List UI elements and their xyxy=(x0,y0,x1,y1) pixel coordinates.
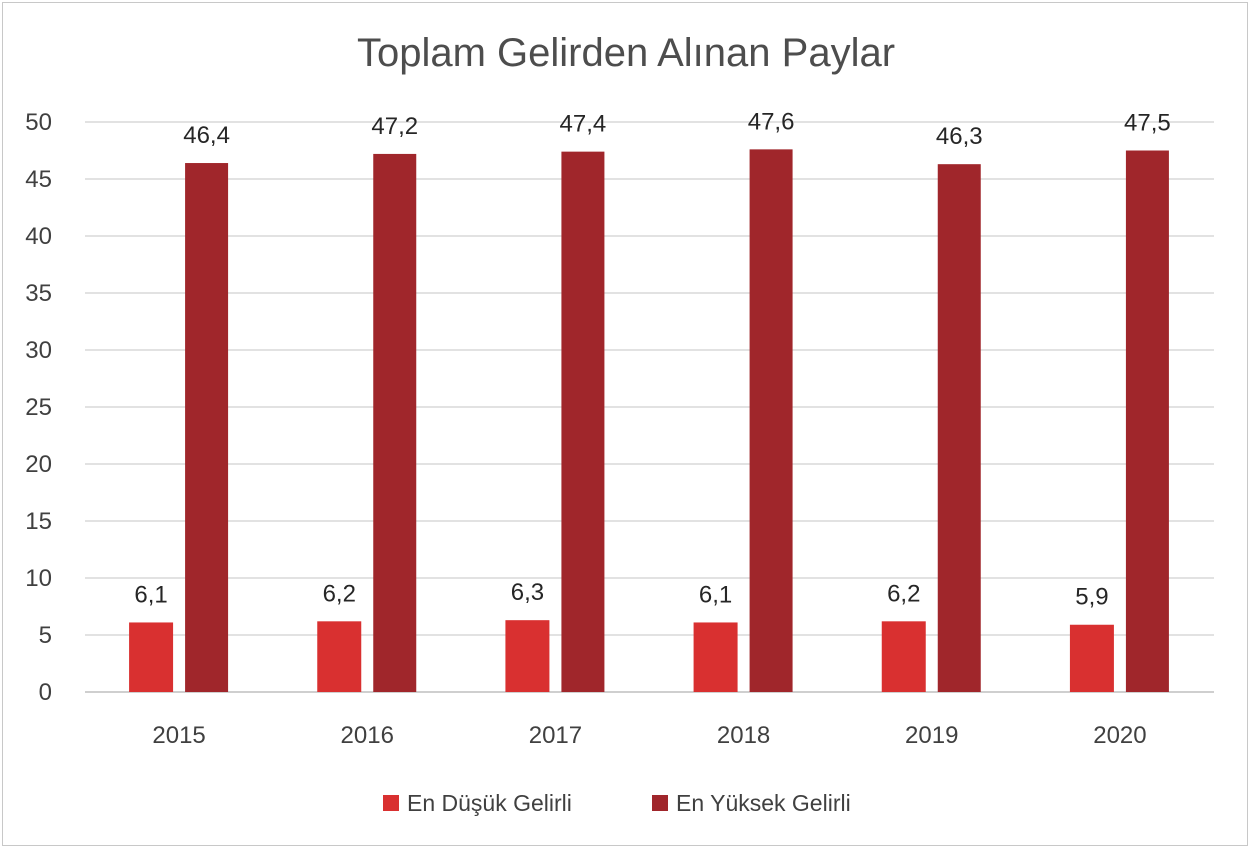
data-labels: 6,1 46,4 6,2 47,2 6,3 47,4 6,1 47,6 6,2 46,3 5,9 47… xyxy=(134,108,1170,610)
legend: En Düşük Gelirli En Yüksek Gelirli xyxy=(383,790,851,816)
x-tick-label: 2017 xyxy=(529,722,582,749)
bar-lowest-income xyxy=(129,622,174,692)
data-label: 47,2 xyxy=(371,113,418,140)
data-label: 46,4 xyxy=(183,122,230,149)
x-tick-label: 2020 xyxy=(1093,722,1146,749)
y-tick-label: 40 xyxy=(25,223,52,250)
bar-lowest-income xyxy=(317,621,362,692)
y-tick-label: 15 xyxy=(25,508,52,535)
y-tick-label: 25 xyxy=(25,394,52,421)
bar-highest-income xyxy=(561,151,605,692)
bar-highest-income xyxy=(937,164,981,692)
legend-entry: En Düşük Gelirli xyxy=(407,790,572,816)
bar-highest-income xyxy=(185,163,229,693)
data-label: 6,2 xyxy=(887,580,920,607)
data-label: 46,3 xyxy=(936,123,983,150)
x-tick-label: 2019 xyxy=(905,722,958,749)
legend-swatch xyxy=(383,795,399,811)
data-label: 47,5 xyxy=(1124,110,1171,137)
data-label: 47,6 xyxy=(748,108,795,135)
data-label: 6,3 xyxy=(511,579,544,606)
bar-lowest-income xyxy=(505,620,550,692)
y-tick-label: 30 xyxy=(25,337,52,364)
x-tick-label: 2016 xyxy=(341,722,394,749)
bar-highest-income xyxy=(373,153,417,693)
bar-highest-income xyxy=(749,149,793,693)
y-axis-ticks: 0 5 10 15 20 25 30 35 40 45 50 xyxy=(25,109,52,706)
y-tick-label: 20 xyxy=(25,451,52,478)
bar-lowest-income xyxy=(693,622,738,692)
chart-title: Toplam Gelirden Alınan Paylar xyxy=(357,31,895,75)
data-label: 6,2 xyxy=(323,580,356,607)
data-label: 47,4 xyxy=(560,111,607,138)
gridlines xyxy=(85,121,1214,693)
bar-lowest-income xyxy=(881,621,926,692)
legend-swatch xyxy=(652,795,668,811)
bar-highest-income xyxy=(1125,150,1169,692)
x-tick-label: 2018 xyxy=(717,722,770,749)
y-tick-label: 10 xyxy=(25,565,52,592)
data-label: 6,1 xyxy=(134,581,167,608)
legend-entry: En Yüksek Gelirli xyxy=(676,790,851,816)
y-tick-label: 0 xyxy=(39,679,52,706)
data-label: 6,1 xyxy=(699,581,732,608)
y-tick-label: 35 xyxy=(25,280,52,307)
bars xyxy=(129,149,1169,693)
y-tick-label: 45 xyxy=(25,166,52,193)
x-axis-ticks: 2015 2016 2017 2018 2019 2020 xyxy=(152,722,1146,749)
y-tick-label: 5 xyxy=(39,622,52,649)
bar-lowest-income xyxy=(1069,624,1114,692)
y-tick-label: 50 xyxy=(25,109,52,136)
x-tick-label: 2015 xyxy=(152,722,205,749)
data-label: 5,9 xyxy=(1075,584,1108,611)
